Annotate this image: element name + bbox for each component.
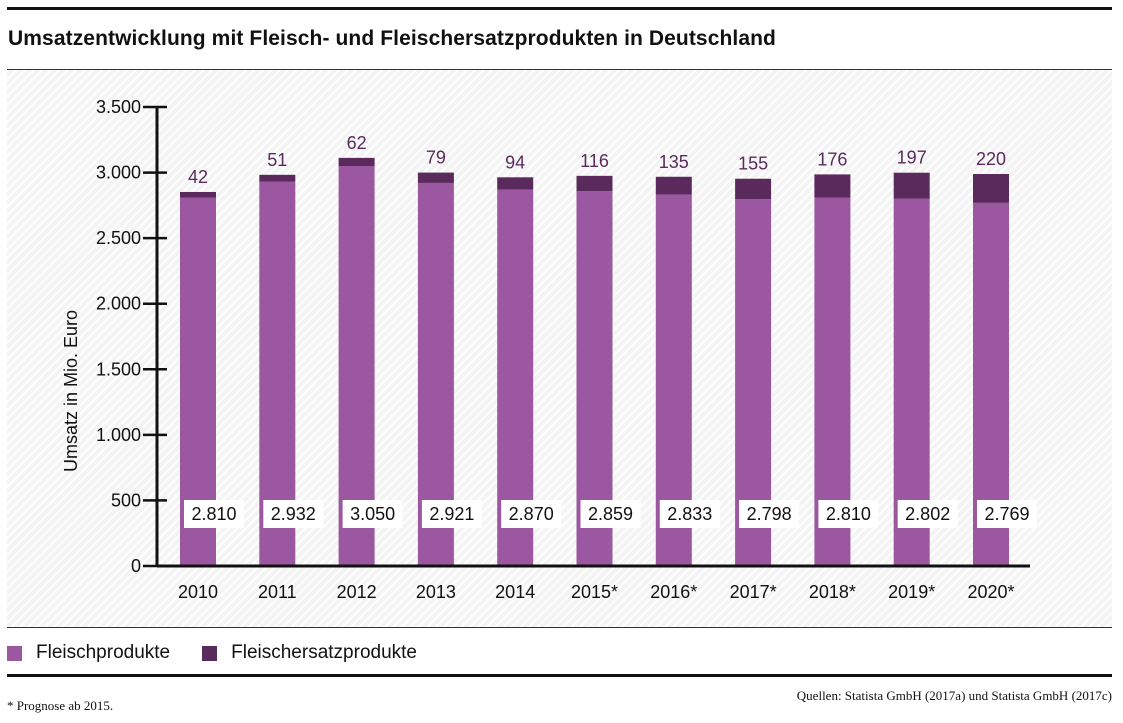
y-tick-label: 500 <box>111 490 141 510</box>
data-label-ersatz: 42 <box>188 167 208 187</box>
bar-ersatz-2013 <box>417 172 454 183</box>
data-label-box <box>897 500 958 528</box>
legend-label-ersatz: Fleischersatzprodukte <box>231 642 417 663</box>
bar-ersatz-2019 <box>893 172 930 199</box>
x-tick-label: 2017* <box>730 582 777 602</box>
data-label-fleisch: 2.798 <box>747 504 792 524</box>
bar-ersatz-2012 <box>338 157 375 167</box>
data-label-fleisch: 2.870 <box>509 504 554 524</box>
y-axis-title: Umsatz in Mio. Euro <box>61 310 81 472</box>
bar-ersatz-2011 <box>259 174 296 182</box>
x-tick-label: 2019* <box>888 582 935 602</box>
y-tick-label: 3.500 <box>96 97 141 117</box>
bar-ersatz-2010 <box>180 191 216 198</box>
data-label-box <box>739 500 800 528</box>
data-label-fleisch: 2.810 <box>826 504 871 524</box>
data-label-box <box>818 500 879 528</box>
title-divider <box>7 69 1112 70</box>
data-label-fleisch: 2.921 <box>429 504 474 524</box>
data-label-ersatz: 155 <box>738 154 768 174</box>
data-label-box <box>263 500 324 528</box>
data-label-box <box>421 500 482 528</box>
data-label-ersatz: 135 <box>659 152 689 172</box>
bar-ersatz-2016 <box>655 176 692 195</box>
data-label-fleisch: 2.802 <box>905 504 950 524</box>
data-label-fleisch: 2.833 <box>667 504 712 524</box>
data-label-box <box>977 500 1037 528</box>
x-tick-label: 2020* <box>967 582 1014 602</box>
y-tick-label: 1.000 <box>96 425 141 445</box>
data-label-ersatz: 51 <box>267 150 287 170</box>
legend-divider <box>7 627 1112 628</box>
x-tick-label: 2010 <box>178 582 218 602</box>
y-tick-label: 1.500 <box>96 359 141 379</box>
y-tick-label: 0 <box>131 556 141 576</box>
data-label-ersatz: 62 <box>347 133 367 153</box>
x-tick-label: 2011 <box>258 582 297 602</box>
data-label-box <box>580 500 641 528</box>
x-tick-label: 2015* <box>571 582 618 602</box>
y-tick-label: 2.500 <box>96 228 141 248</box>
bar-chart: 0 500 1.000 1.500 2.000 2.500 3.000 3.500 2010 20… <box>61 97 1037 602</box>
data-label-ersatz: 197 <box>897 148 927 168</box>
bar-ersatz-2017 <box>735 178 772 200</box>
data-label-ersatz: 176 <box>817 149 847 169</box>
bar-ersatz-2020 <box>973 174 1009 203</box>
footnote: * Prognose ab 2015. <box>7 698 114 713</box>
data-label-box <box>184 500 244 528</box>
data-label-fleisch: 2.810 <box>191 504 236 524</box>
sources: Quellen: Statista GmbH (2017a) und Stati… <box>796 688 1112 703</box>
data-label-box <box>342 500 403 528</box>
x-tick-label: 2018* <box>809 582 856 602</box>
bar-ersatz-2018 <box>814 174 851 198</box>
data-label-ersatz: 79 <box>426 148 446 168</box>
data-label-ersatz: 220 <box>976 149 1006 169</box>
data-label-ersatz: 116 <box>580 151 609 171</box>
legend: Fleischprodukte Fleischersatzprodukte <box>7 641 449 665</box>
data-label-fleisch: 2.859 <box>588 504 633 524</box>
data-label-box <box>659 500 720 528</box>
bottom-rule <box>7 674 1112 677</box>
bar-ersatz-2014 <box>497 177 534 190</box>
data-label-fleisch: 2.932 <box>271 504 316 524</box>
data-label-fleisch: 3.050 <box>350 504 395 524</box>
bar-ersatz-2015 <box>576 175 613 192</box>
x-tick-label: 2013 <box>416 582 456 602</box>
bar-fleisch-2012 <box>338 166 375 566</box>
y-tick-label: 3.000 <box>96 163 141 183</box>
x-tick-label: 2014 <box>495 582 535 602</box>
legend-swatch-ersatz <box>202 645 218 661</box>
data-label-ersatz: 94 <box>505 152 525 172</box>
legend-label-fleisch: Fleischprodukte <box>36 642 171 663</box>
x-tick-label: 2012 <box>337 582 377 602</box>
top-rule <box>7 7 1112 10</box>
legend-item-fleisch: Fleischprodukte <box>7 642 170 664</box>
chart-title: Umsatzentwicklung mit Fleisch- und Fleis… <box>8 27 776 50</box>
data-label-box <box>501 500 562 528</box>
legend-swatch-fleisch <box>7 645 22 661</box>
data-label-fleisch: 2.769 <box>984 504 1029 524</box>
y-tick-label: 2.000 <box>96 294 141 314</box>
x-tick-label: 2016* <box>650 582 697 602</box>
legend-item-ersatz: Fleischersatzprodukte <box>202 642 417 664</box>
